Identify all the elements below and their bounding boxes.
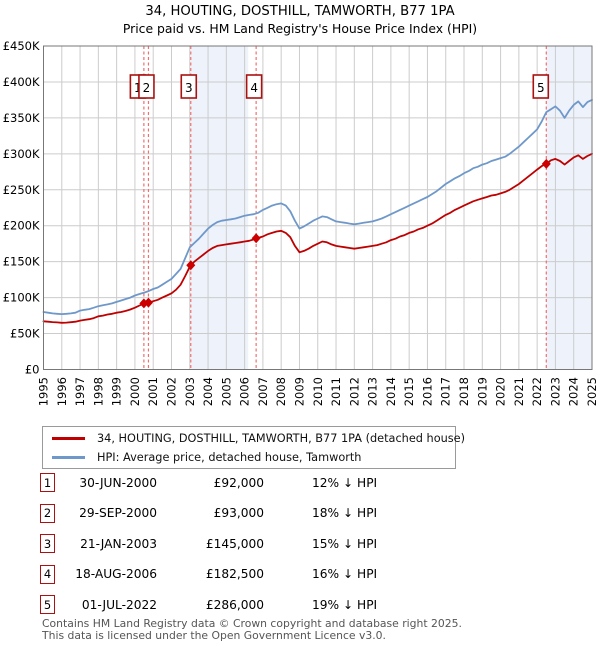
x-axis-tick-label: 2016 [420, 377, 434, 406]
table-row: 2 29-SEP-2000 £93,000 18% ↓ HPI [40, 503, 560, 524]
event-number-box [180, 74, 198, 99]
legend-label: 34, HOUTING, DOSTHILL, TAMWORTH, B77 1PA… [97, 431, 466, 445]
event-number-label: 2 [143, 81, 151, 95]
x-axis-tick-label: 2009 [292, 377, 306, 406]
row-price: £182,500 [205, 567, 264, 581]
x-axis-tick-label: 2005 [219, 377, 233, 406]
legend-item: 34, HOUTING, DOSTHILL, TAMWORTH, B77 1PA… [43, 430, 465, 446]
x-axis-tick-label: 2006 [238, 377, 252, 406]
footer: Contains HM Land Registry data © Crown c… [42, 618, 462, 641]
x-axis-tick-label: 2008 [274, 377, 288, 406]
hpi-line-swatch [52, 455, 85, 459]
y-axis-tick-label: £250K [3, 183, 40, 197]
plot-border [43, 45, 593, 370]
x-axis-tick-label: 1996 [55, 377, 69, 406]
x-axis-tick-label: 2007 [256, 377, 270, 406]
y-axis-tick-label: £100K [3, 291, 40, 305]
x-axis-tick-label: 1999 [110, 377, 124, 406]
x-axis-tick-label: 2021 [512, 377, 526, 406]
y-axis-tick-label: £300K [3, 147, 40, 161]
sale-marker [143, 297, 153, 308]
y-axis-tick-label: £450K [3, 39, 40, 53]
footer-line1: Contains HM Land Registry data © Crown c… [42, 617, 462, 630]
property-price-line [42, 152, 593, 324]
x-axis-tick-label: 2011 [329, 377, 343, 406]
row-hpi-difference: 19% ↓ HPI [312, 597, 378, 612]
row-price: £92,000 [213, 475, 264, 490]
transactions-table: 1 30-JUN-2000 £92,000 12% ↓ HPI 2 29-SEP-2000… [40, 472, 560, 625]
x-axis-tick-label: 2002 [164, 377, 178, 406]
event-number-box [532, 74, 550, 99]
row-number-box: 3 [40, 534, 55, 553]
x-axis-tick-label: 2014 [384, 377, 398, 406]
x-axis-tick-label: 2022 [530, 377, 544, 406]
row-hpi-difference: 12% ↓ HPI [312, 475, 378, 490]
x-axis-tick-label: 2019 [475, 377, 489, 406]
y-axis-tick-label: £200K [3, 219, 40, 233]
x-axis-tick-label: 2023 [548, 377, 562, 406]
chart-legend: 34, HOUTING, DOSTHILL, TAMWORTH, B77 1PA… [42, 426, 465, 469]
event-number-label: 1 [134, 81, 142, 95]
price-chart: 1 2 3 4 5 £450K £400K £350K £300K £250K £200K £150K… [3, 39, 599, 406]
x-axis-tick-label: 2000 [128, 377, 142, 406]
sale-marker [251, 233, 261, 244]
y-axis-tick-label: £0 [25, 363, 40, 377]
page-title: 34, HOUTING, DOSTHILL, TAMWORTH, B77 1PA [145, 4, 455, 19]
hpi-line [42, 99, 593, 316]
row-hpi-difference: 16% ↓ HPI [312, 567, 378, 581]
y-axis-tick-label: £400K [3, 75, 40, 89]
x-axis-tick-label: 2018 [457, 377, 471, 406]
event-number-box [245, 74, 263, 99]
row-price: £93,000 [213, 506, 264, 520]
table-row: 4 18-AUG-2006 £182,500 16% ↓ HPI [40, 564, 560, 585]
row-number-box: 4 [40, 564, 55, 584]
x-axis-tick-label: 2015 [402, 377, 416, 406]
y-axis-tick-label: £350K [3, 111, 40, 125]
x-axis-tick-label: 2025 [585, 377, 599, 406]
property-line-swatch [52, 436, 85, 440]
row-hpi-difference: 15% ↓ HPI [312, 536, 378, 551]
row-date: 18-AUG-2006 [75, 567, 157, 581]
legend-item: HPI: Average price, detached house, Tamw… [43, 449, 455, 465]
row-hpi-difference: 18% ↓ HPI [312, 506, 378, 520]
shaded-band [546, 46, 592, 370]
x-axis-tick-label: 2017 [439, 377, 453, 406]
x-axis-tick-label: 2003 [183, 377, 197, 406]
row-price: £286,000 [205, 597, 264, 612]
footer-line2: This data is licensed under the Open Gov… [42, 628, 386, 642]
page-subtitle: Price paid vs. HM Land Registry's House … [122, 21, 478, 36]
x-axis-tick-label: 2024 [567, 377, 581, 406]
shaded-band [190, 46, 249, 370]
event-number-label: 4 [250, 81, 258, 95]
row-date: 29-SEP-2000 [79, 506, 157, 520]
x-axis-tick-label: 2004 [201, 377, 215, 406]
row-date: 30-JUN-2000 [79, 475, 157, 490]
x-axis-tick-label: 1998 [91, 377, 105, 406]
row-price: £145,000 [205, 536, 264, 551]
x-axis-tick-label: 2012 [347, 377, 361, 406]
row-date: 01-JUL-2022 [81, 597, 157, 612]
sale-marker [186, 260, 196, 271]
x-axis-tick-label: 2010 [311, 377, 325, 406]
row-number-box: 2 [40, 503, 55, 523]
event-number-label: 3 [185, 81, 193, 95]
row-date: 21-JAN-2003 [80, 536, 157, 551]
y-axis-tick-label: £150K [3, 255, 40, 269]
x-axis-tick-label: 1995 [37, 377, 51, 406]
row-number-box: 1 [40, 473, 55, 492]
table-row: 5 01-JUL-2022 £286,000 19% ↓ HPI [40, 594, 560, 615]
event-number-label: 5 [537, 81, 545, 95]
table-row: 3 21-JAN-2003 £145,000 15% ↓ HPI [40, 533, 560, 554]
legend-label: HPI: Average price, detached house, Tamw… [97, 450, 362, 464]
x-axis-tick-label: 2001 [146, 377, 160, 406]
event-number-box [138, 74, 155, 99]
x-axis-tick-label: 1997 [73, 377, 87, 406]
table-row: 1 30-JUN-2000 £92,000 12% ↓ HPI [40, 472, 560, 493]
sale-marker [541, 158, 551, 169]
x-axis-tick-label: 2013 [366, 377, 380, 406]
row-number-box: 5 [40, 595, 55, 614]
y-axis-tick-label: £50K [10, 327, 40, 341]
x-axis-tick-label: 2020 [494, 377, 508, 406]
